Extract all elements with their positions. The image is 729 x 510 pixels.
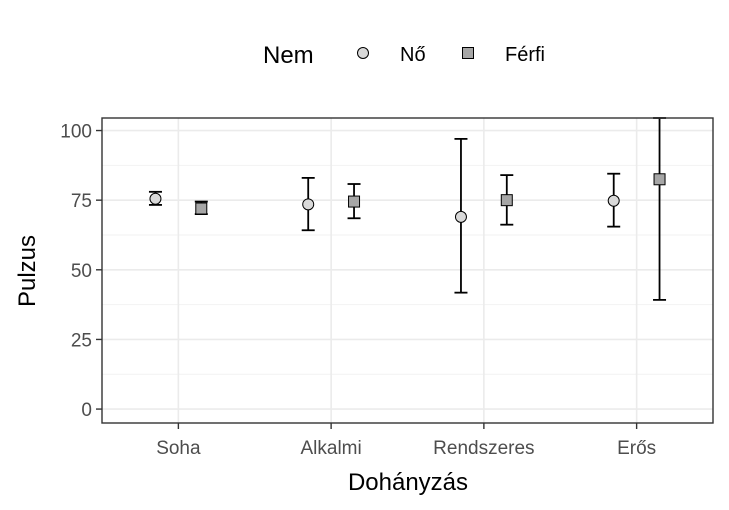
x-axis: Soha Alkalmi Rendszeres Erős	[156, 423, 656, 459]
data-point	[500, 194, 513, 207]
y-tick-label: 75	[71, 191, 92, 212]
grid-minor	[102, 164, 713, 375]
x-axis-title: Dohányzás	[348, 469, 468, 496]
legend: Nem Nő Férfi	[263, 42, 545, 69]
data-point	[607, 194, 620, 207]
x-tick-label: Rendszeres	[433, 438, 534, 459]
data-point	[149, 192, 162, 205]
data-point	[302, 198, 315, 211]
y-tick-label: 25	[71, 330, 92, 351]
data-point	[454, 210, 467, 223]
legend-label: Nő	[400, 44, 426, 66]
y-tick-label: 0	[81, 400, 92, 421]
legend-title: Nem	[263, 42, 314, 69]
legend-items: Nő Férfi	[357, 44, 545, 66]
y-axis: 0 25 50 75 100	[60, 122, 102, 421]
grid-major	[102, 118, 713, 423]
legend-label: Férfi	[505, 44, 545, 66]
x-tick-label: Alkalmi	[301, 438, 362, 459]
x-tick-label: Erős	[617, 438, 656, 459]
y-tick-label: 100	[60, 122, 92, 143]
y-tick-label: 50	[71, 261, 92, 282]
x-tick-label: Soha	[156, 438, 201, 459]
legend-key	[357, 47, 369, 59]
y-axis-title: Pulzus	[14, 235, 41, 307]
data-point	[653, 173, 666, 186]
data-point	[195, 202, 208, 215]
legend-key	[462, 47, 474, 59]
marks	[148, 117, 667, 301]
data-point	[348, 195, 361, 208]
